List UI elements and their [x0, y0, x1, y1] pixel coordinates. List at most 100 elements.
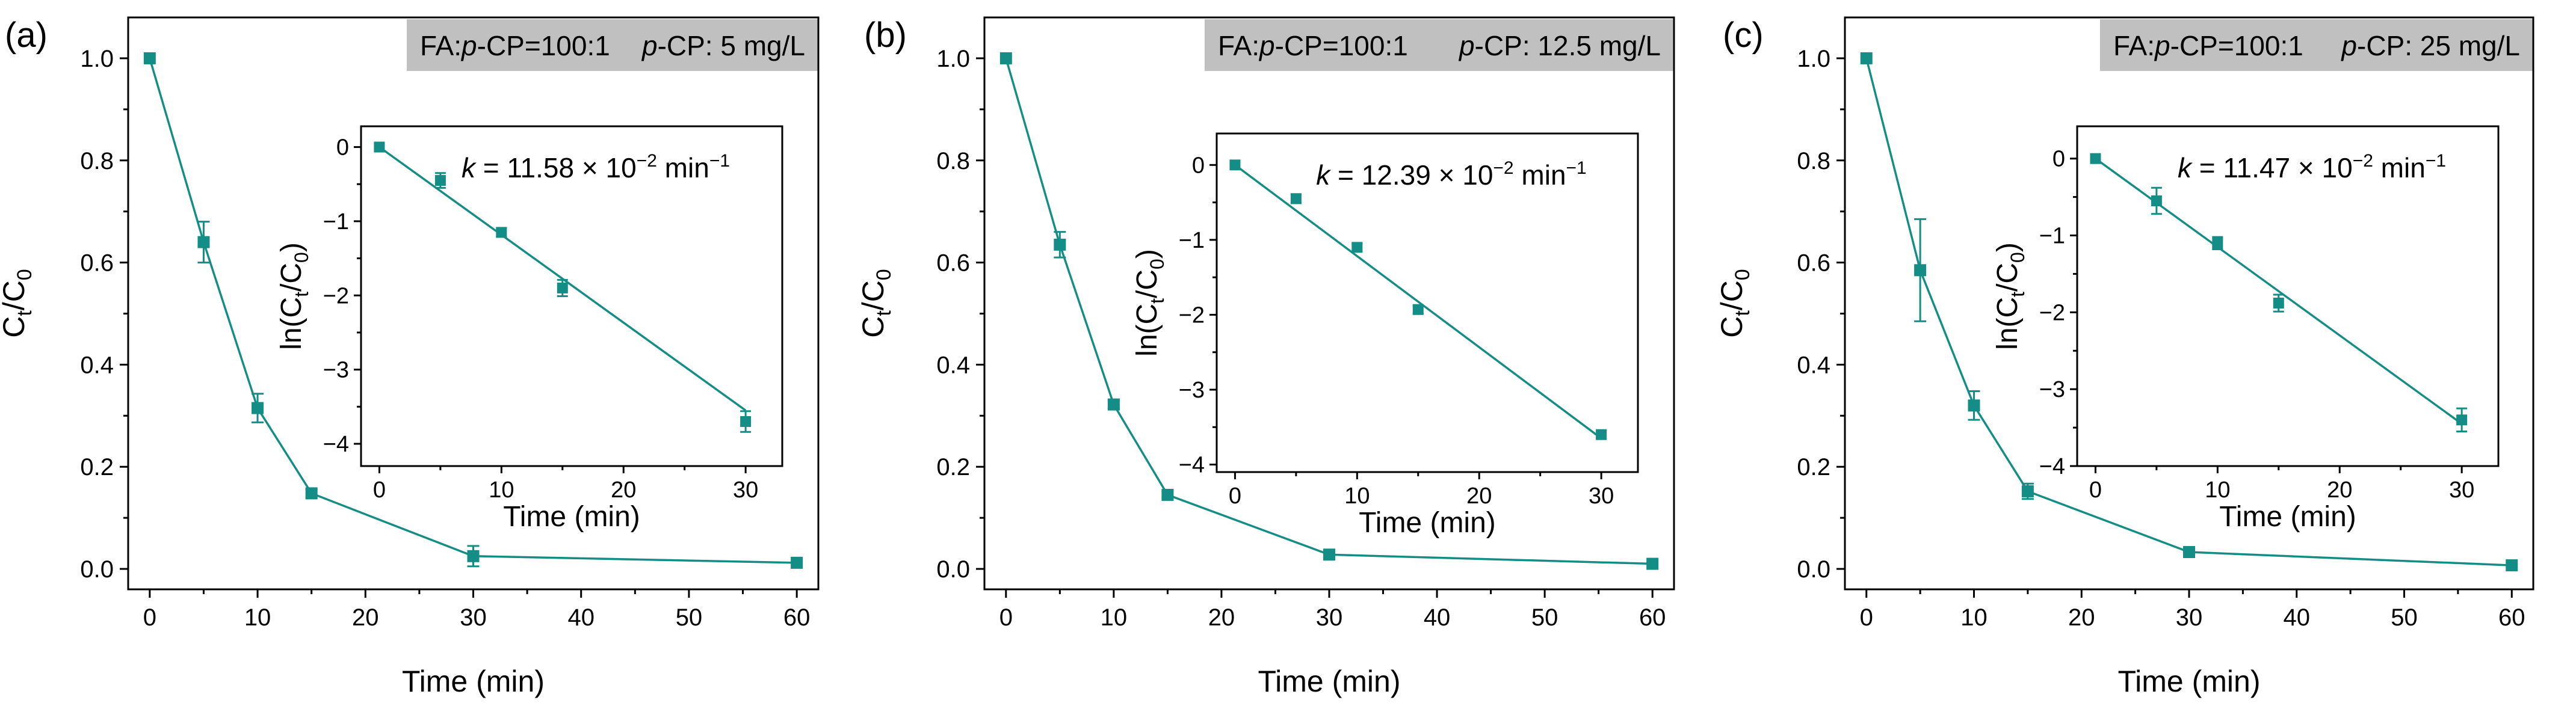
x-tick-label: 10 — [244, 604, 271, 631]
rate-constant: k = 11.47 × 10−2 min−1 — [2178, 151, 2446, 183]
x-tick-label: 60 — [783, 604, 811, 631]
data-point — [2183, 546, 2195, 559]
inset-data-point — [434, 175, 446, 186]
inset-x-axis-label: Time (min) — [503, 501, 640, 533]
y-tick-label: 0.4 — [1797, 352, 1830, 378]
inset-y-tick-label: −2 — [323, 283, 349, 308]
y-tick-label: 0.6 — [80, 250, 114, 277]
inset-data-point — [496, 227, 507, 238]
condition-part: -CP=100:1 — [1275, 30, 1408, 61]
y-label-c: C — [0, 316, 31, 338]
data-point — [1054, 238, 1066, 251]
inset-x-tick-label: 30 — [1589, 483, 1614, 509]
x-tick-label: 10 — [1101, 604, 1128, 631]
inset-y-prefix: ln(C — [1131, 304, 1163, 357]
x-tick-label: 40 — [2284, 604, 2311, 631]
k-value: 12.39 — [1362, 159, 1431, 191]
x-tick-label: 50 — [2391, 604, 2418, 631]
y-tick-label: 0.2 — [1797, 454, 1830, 480]
y-tick-label: 0.4 — [936, 352, 970, 378]
x-tick-label: 20 — [1208, 604, 1235, 631]
inset-frame — [2076, 125, 2500, 467]
y-tick-label: 0.6 — [1797, 250, 1830, 277]
data-point — [2021, 485, 2034, 497]
inset-y-tick-label: −3 — [2039, 377, 2065, 402]
inset-y-sub-t: t — [2007, 292, 2028, 297]
k-unit-exponent: −1 — [709, 151, 730, 171]
inset-x-tick-label: 20 — [2327, 477, 2352, 503]
k-equals: = — [2191, 152, 2223, 183]
inset-data-point — [740, 416, 752, 427]
inset-x-tick-label: 10 — [2205, 477, 2230, 503]
inset-y-tick-label: −3 — [1179, 378, 1205, 403]
inset-y-sub-0: 0 — [291, 252, 312, 263]
inset-y-tick-label: −2 — [2039, 300, 2065, 325]
inset-data-point — [1596, 429, 1607, 440]
panel-a: (a) FA:p-CP=100:1 p-CP: 5 mg/L0 10 20 30 40 50 6… — [0, 16, 820, 698]
k-value: 11.58 — [507, 152, 574, 183]
inset-y-prefix: ln(C — [1992, 297, 2024, 350]
data-point — [791, 556, 803, 569]
k-exponent: −2 — [2353, 151, 2373, 171]
inset-data-point — [1351, 242, 1363, 253]
x-tick-label: 0 — [1860, 604, 1873, 631]
inset-data-point — [1229, 159, 1241, 171]
concentration-text: p-CP: 5 mg/L — [641, 30, 805, 61]
condition-text: FA:p-CP=100:1 — [2113, 30, 2303, 61]
y-tick-label: 0.0 — [1797, 556, 1830, 583]
fit-line — [378, 146, 747, 411]
k-unit-exponent: −1 — [2426, 151, 2446, 171]
inset-y-suffix: ) — [1131, 249, 1163, 259]
condition-part: p — [2154, 30, 2170, 61]
inset-y-prefix: ln(C — [276, 297, 307, 350]
inset-data-point — [2090, 153, 2101, 164]
inset-y-axis-label: ln(Ct/C0) — [1131, 249, 1168, 357]
inset-data-point — [2273, 298, 2284, 309]
inset-y-axis-label: ln(Ct/C0) — [1992, 242, 2028, 350]
inset-y-sub-0: 0 — [1146, 259, 1168, 269]
pcp-italic: p — [2340, 30, 2357, 61]
data-point — [1914, 264, 1927, 277]
condition-part: FA: — [1218, 30, 1259, 61]
concentration-value: 5 mg/L — [720, 30, 805, 61]
x-axis-label: Time (min) — [1258, 664, 1400, 698]
concentration-value: 25 mg/L — [2420, 30, 2520, 61]
data-point — [305, 487, 318, 500]
inset-y-tick-label: 0 — [336, 135, 349, 161]
condition-part: p — [460, 30, 477, 61]
y-label-sub-0: 0 — [13, 269, 36, 280]
series-line — [1005, 58, 1653, 565]
k-symbol: k — [2178, 152, 2193, 183]
data-point — [1646, 557, 1659, 570]
y-label-sub-t: t — [1731, 310, 1754, 316]
y-tick-label: 0.8 — [936, 148, 970, 174]
y-tick-label: 0.6 — [936, 250, 970, 277]
y-tick-label: 0.0 — [936, 556, 970, 583]
rate-constant: k = 11.58 × 10−2 min−1 — [462, 151, 730, 183]
y-label-sub-0: 0 — [1731, 269, 1754, 280]
condition-badge — [2100, 19, 2533, 71]
inset-data-point — [2456, 414, 2468, 426]
inset-y-tick-label: −4 — [323, 432, 349, 457]
y-tick-label: 0.4 — [80, 352, 114, 378]
inset-y-axis-label: ln(Ct/C0) — [276, 242, 312, 350]
pcp-italic: p — [641, 30, 658, 61]
k-value: 11.47 — [2223, 152, 2290, 183]
inset-data-point — [1290, 193, 1302, 204]
y-label-sub-t: t — [873, 310, 895, 316]
x-tick-label: 40 — [1424, 604, 1451, 631]
y-label-c: C — [1715, 316, 1749, 338]
inset-frame — [1215, 132, 1639, 473]
y-tick-label: 1.0 — [1797, 46, 1830, 72]
x-axis-label: Time (min) — [402, 664, 545, 698]
y-tick-label: 0.0 — [80, 556, 114, 583]
inset-y-suffix: ) — [1992, 242, 2024, 252]
condition-part: p — [1258, 30, 1275, 61]
x-tick-label: 50 — [1531, 604, 1558, 631]
condition-text: FA:p-CP=100:1 — [1218, 30, 1408, 61]
data-point — [252, 402, 264, 414]
pcp-label: -CP: — [1475, 30, 1538, 61]
fit-line — [1234, 164, 1602, 440]
inset-data-point — [2212, 238, 2223, 249]
